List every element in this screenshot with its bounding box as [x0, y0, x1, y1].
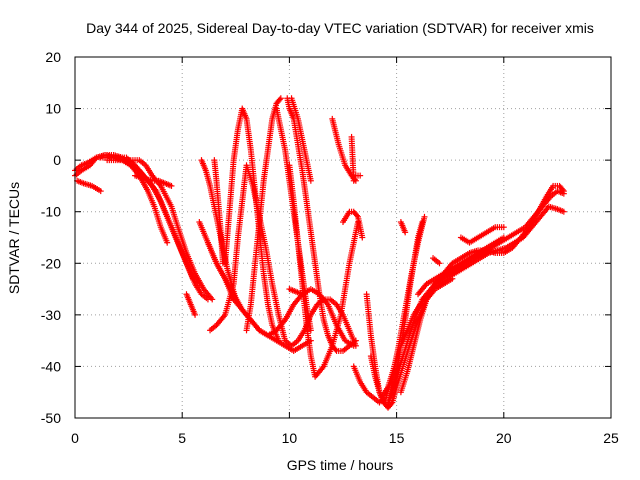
grid: [75, 57, 611, 418]
series-arc-16: [284, 95, 359, 354]
series-arc-17: [286, 162, 362, 380]
series-arc-5: [97, 154, 203, 287]
series-arc-13: [222, 105, 282, 344]
series-arc-21: [340, 208, 366, 241]
series-arc-22: [348, 133, 357, 184]
series-arc-18: [286, 286, 306, 298]
chart-title: Day 344 of 2025, Sidereal Day-to-day VTE…: [86, 20, 594, 36]
series-arc-14: [243, 95, 284, 334]
series-arc-20: [329, 115, 359, 184]
series-arc-3: [74, 177, 104, 195]
series-arc-6: [132, 172, 175, 189]
series-arc-23: [352, 172, 364, 179]
series-arc-19: [288, 95, 314, 184]
series-arc-7: [183, 291, 199, 318]
series-arc-2: [72, 151, 171, 246]
data-points: [72, 95, 567, 411]
